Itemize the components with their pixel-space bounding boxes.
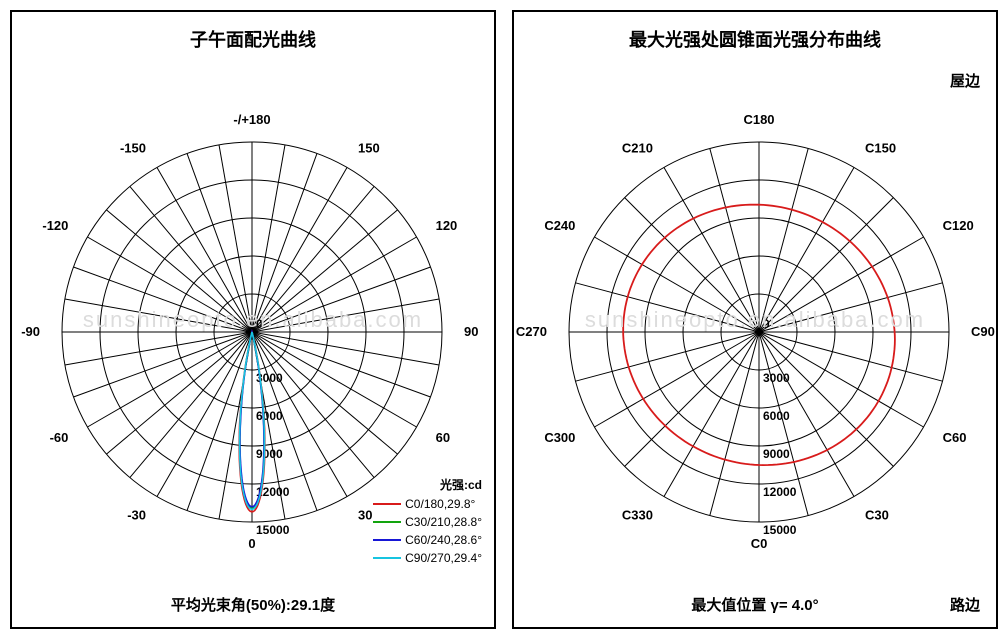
svg-text:-150: -150	[120, 140, 146, 155]
legend-label: C0/180,29.8°	[405, 497, 475, 511]
svg-text:3000: 3000	[763, 371, 790, 385]
svg-text:9000: 9000	[256, 447, 283, 461]
legend-label: C90/270,29.4°	[405, 551, 482, 565]
svg-text:C30: C30	[865, 508, 889, 523]
svg-text:C240: C240	[544, 218, 575, 233]
legend-row: C90/270,29.4°	[373, 549, 482, 567]
svg-text:15000: 15000	[763, 523, 797, 537]
svg-text:6000: 6000	[763, 409, 790, 423]
legend-label: C30/210,28.8°	[405, 515, 482, 529]
svg-text:60: 60	[436, 430, 450, 445]
svg-text:C210: C210	[622, 140, 653, 155]
right-panel: 最大光强处圆锥面光强分布曲线 C90 C120 C150 C180 C210 C240 C2…	[512, 10, 998, 629]
legend-row: C0/180,29.8°	[373, 495, 482, 513]
svg-text:0: 0	[256, 317, 263, 331]
svg-text:9000: 9000	[763, 447, 790, 461]
svg-text:90: 90	[464, 324, 478, 339]
left-title: 子午面配光曲线	[12, 26, 494, 52]
left-legend: 光强:cd C0/180,29.8° C30/210,28.8° C60/240,2…	[373, 476, 482, 567]
legend-title: 光强:cd	[373, 476, 482, 493]
legend-label: C60/240,28.6°	[405, 533, 482, 547]
svg-text:C120: C120	[943, 218, 974, 233]
svg-text:C330: C330	[622, 508, 653, 523]
svg-text:12000: 12000	[763, 485, 797, 499]
svg-text:15000: 15000	[256, 523, 290, 537]
svg-text:C300: C300	[544, 430, 575, 445]
svg-text:-90: -90	[21, 324, 40, 339]
svg-text:C180: C180	[743, 112, 774, 127]
left-bottom-note: 平均光束角(50%):29.1度	[12, 594, 494, 615]
svg-text:C60: C60	[943, 430, 967, 445]
svg-text:30: 30	[358, 508, 372, 523]
legend-swatch	[373, 503, 401, 505]
svg-text:C150: C150	[865, 140, 896, 155]
corner-top-right: 屋边	[950, 70, 980, 91]
legend-swatch	[373, 521, 401, 523]
svg-text:-60: -60	[50, 430, 69, 445]
svg-text:-120: -120	[42, 218, 68, 233]
svg-text:150: 150	[358, 140, 380, 155]
svg-text:C270: C270	[516, 324, 547, 339]
legend-swatch	[373, 557, 401, 559]
legend-row: C60/240,28.6°	[373, 531, 482, 549]
svg-text:C90: C90	[971, 324, 995, 339]
right-bottom-note: 最大值位置 γ= 4.0°	[514, 594, 996, 615]
svg-text:120: 120	[436, 218, 458, 233]
svg-text:-30: -30	[127, 508, 146, 523]
svg-text:0: 0	[763, 317, 770, 331]
left-panel: 子午面配光曲线 -/+180 -150 -120 -90 -60 -30 0 30 60 90 12…	[10, 10, 496, 629]
legend-swatch	[373, 539, 401, 541]
legend-row: C30/210,28.8°	[373, 513, 482, 531]
right-polar-svg: C90C120C150C180C210C240C270C300C330C0C30…	[514, 12, 996, 627]
figure-container: 子午面配光曲线 -/+180 -150 -120 -90 -60 -30 0 30 60 90 12…	[10, 10, 990, 629]
svg-text:C0: C0	[751, 536, 768, 551]
right-title: 最大光强处圆锥面光强分布曲线	[514, 26, 996, 52]
svg-text:0: 0	[248, 536, 255, 551]
svg-text:-/+180: -/+180	[233, 112, 270, 127]
svg-text:6000: 6000	[256, 409, 283, 423]
